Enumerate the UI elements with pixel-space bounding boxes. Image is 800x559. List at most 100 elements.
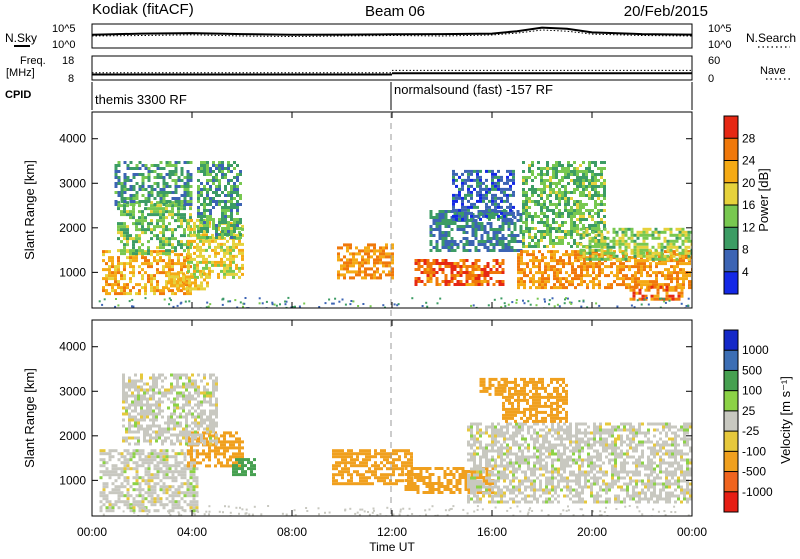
power-cell xyxy=(682,243,685,246)
velocity-cell xyxy=(142,479,145,482)
velocity-cell xyxy=(362,458,365,461)
power-cell xyxy=(141,252,144,255)
power-cell xyxy=(573,191,576,194)
power-cell xyxy=(455,215,458,218)
velocity-cell xyxy=(347,461,350,464)
power-cell xyxy=(547,280,550,283)
velocity-cell xyxy=(341,476,344,479)
power-cell xyxy=(552,218,555,221)
power-cell xyxy=(241,249,244,252)
power-cell xyxy=(670,271,673,274)
velocity-cell xyxy=(380,479,383,482)
velocity-cell xyxy=(185,419,188,422)
power-cell xyxy=(579,212,582,215)
power-cell xyxy=(658,246,661,249)
velocity-cell xyxy=(250,461,253,464)
power-cell xyxy=(218,200,221,203)
power-cell xyxy=(625,246,628,249)
power-cell xyxy=(499,240,502,243)
velocity-cell xyxy=(389,461,392,464)
velocity-cell xyxy=(203,398,206,401)
power-cell xyxy=(555,185,558,188)
power-cell xyxy=(132,222,135,225)
power-cell xyxy=(561,164,564,167)
velocity-cell xyxy=(206,425,209,428)
velocity-cell xyxy=(167,437,170,440)
power-cell xyxy=(200,230,203,233)
power-cell xyxy=(153,250,156,253)
power-cell xyxy=(497,179,500,182)
power-cell xyxy=(120,252,123,255)
power-cell xyxy=(559,280,562,283)
power-cell xyxy=(165,228,168,231)
power-cell xyxy=(558,197,561,200)
power-cell xyxy=(601,243,604,246)
power-cell xyxy=(490,243,493,246)
power-cell xyxy=(546,179,549,182)
power-cell xyxy=(546,233,549,236)
power-cell xyxy=(163,182,166,185)
power-cell xyxy=(604,286,607,289)
power-cell xyxy=(150,262,153,265)
power-cell xyxy=(517,240,520,243)
power-cell xyxy=(132,268,135,271)
power-cell xyxy=(573,209,576,212)
power-cell xyxy=(227,300,229,302)
power-cell xyxy=(559,256,562,259)
power-cell xyxy=(491,173,494,176)
power-cell xyxy=(544,271,547,274)
velocity-cell xyxy=(247,461,250,464)
power-cell xyxy=(570,215,573,218)
power-cell xyxy=(646,271,649,274)
power-cell xyxy=(166,200,169,203)
power-cell xyxy=(165,265,168,268)
power-cell xyxy=(200,284,203,287)
velocity-cell xyxy=(212,392,215,395)
power-cell xyxy=(232,249,235,252)
power-cell xyxy=(111,274,114,277)
power-cell xyxy=(682,283,685,286)
power-cell xyxy=(458,218,461,221)
power-cell xyxy=(534,236,537,239)
power-cell xyxy=(549,185,552,188)
power-cell xyxy=(385,246,388,249)
power-cell xyxy=(136,164,139,167)
power-cell xyxy=(166,191,169,194)
velocity-cell xyxy=(145,467,148,470)
power-cell xyxy=(526,274,529,277)
power-cell xyxy=(645,289,648,292)
power-cell xyxy=(162,240,165,243)
velocity-cell xyxy=(169,488,172,491)
power-cell xyxy=(607,255,610,258)
power-cell xyxy=(637,262,640,265)
power-cell xyxy=(481,268,484,271)
power-cell xyxy=(197,191,200,194)
power-cell xyxy=(478,240,481,243)
power-cell xyxy=(218,170,221,173)
velocity-cell xyxy=(175,491,178,494)
velocity-cell xyxy=(229,458,232,461)
power-cell xyxy=(685,240,688,243)
velocity-cell xyxy=(191,437,194,440)
power-cell xyxy=(145,297,147,299)
velocity-cell xyxy=(127,494,130,497)
power-cell xyxy=(659,298,661,300)
power-cell xyxy=(494,197,497,200)
velocity-cell xyxy=(109,476,112,479)
power-cell xyxy=(145,188,148,191)
power-cell xyxy=(138,216,141,219)
velocity-cell xyxy=(356,455,359,458)
velocity-cell xyxy=(170,434,173,437)
power-cell xyxy=(652,234,655,237)
velocity-cell xyxy=(253,467,256,470)
power-cell xyxy=(622,228,625,231)
power-cell xyxy=(594,176,597,179)
power-cell xyxy=(562,262,565,265)
velocity-cell xyxy=(232,467,235,470)
power-cell xyxy=(573,221,576,224)
power-cell xyxy=(619,249,622,252)
velocity-cell xyxy=(235,458,238,461)
velocity-cell xyxy=(194,431,197,434)
power-cell xyxy=(509,206,512,209)
